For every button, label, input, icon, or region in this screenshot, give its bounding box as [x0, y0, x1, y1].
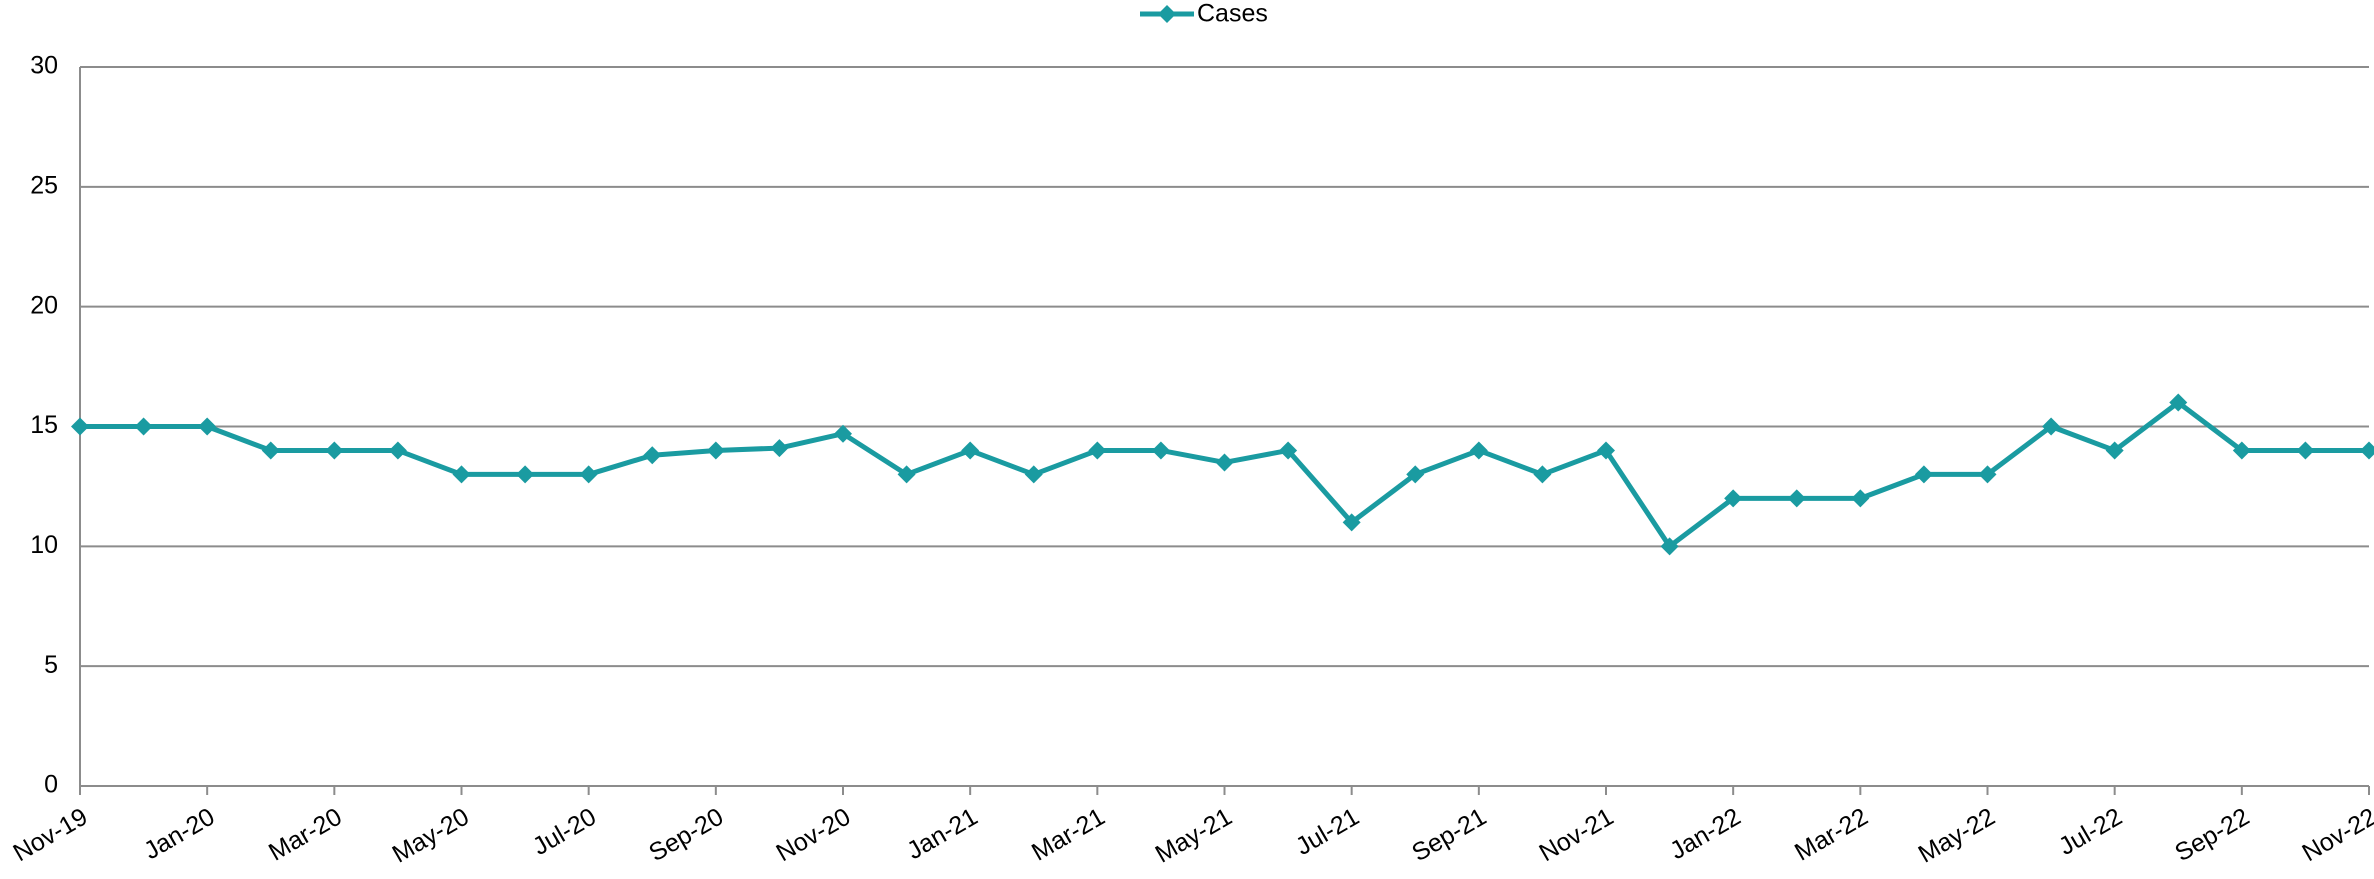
- marker: [198, 417, 217, 436]
- marker: [770, 439, 789, 458]
- marker: [834, 424, 852, 443]
- x-tick-label: Nov-19: [9, 803, 93, 868]
- legend-marker: [1158, 5, 1176, 23]
- marker: [643, 446, 662, 465]
- x-tick-label: Jan-21: [902, 803, 982, 865]
- marker: [134, 417, 153, 436]
- x-tick-label: Jul-20: [528, 803, 601, 861]
- x-tick-label: Jan-20: [139, 803, 219, 865]
- x-tick-label: Mar-21: [1027, 803, 1110, 867]
- marker: [388, 441, 407, 460]
- x-tick-label: Sep-22: [2170, 803, 2254, 868]
- marker: [1088, 441, 1107, 460]
- marker: [1342, 513, 1361, 532]
- marker: [1279, 441, 1298, 460]
- marker: [1851, 489, 1870, 508]
- x-tick-label: Nov-22: [2298, 803, 2374, 868]
- series-line: [80, 400, 2369, 549]
- marker: [2042, 417, 2061, 436]
- x-tick-label: May-22: [1914, 803, 2000, 869]
- x-tick-label: May-20: [388, 803, 474, 869]
- marker: [897, 465, 916, 484]
- marker: [516, 465, 535, 484]
- x-tick-label: Sep-21: [1407, 803, 1491, 868]
- marker: [2169, 393, 2188, 412]
- marker: [2296, 441, 2315, 460]
- marker: [1597, 441, 1615, 460]
- x-tick-label: Jul-21: [1291, 803, 1364, 861]
- x-tick-label: May-21: [1151, 803, 1237, 869]
- marker: [1978, 465, 1997, 484]
- marker: [325, 441, 344, 460]
- x-tick-label: Nov-20: [772, 803, 856, 868]
- marker: [706, 441, 725, 460]
- marker: [961, 441, 980, 460]
- x-tick-label: Nov-21: [1535, 803, 1619, 868]
- marker: [2105, 441, 2124, 460]
- marker: [1787, 489, 1806, 508]
- y-tick-label: 30: [30, 52, 58, 80]
- marker: [1024, 465, 1043, 484]
- marker: [1469, 441, 1488, 460]
- y-tick-label: 0: [44, 771, 58, 799]
- y-tick-label: 15: [30, 411, 58, 439]
- marker: [2232, 441, 2251, 460]
- marker: [1406, 465, 1425, 484]
- y-tick-label: 25: [30, 171, 58, 199]
- marker: [1914, 465, 1933, 484]
- marker: [452, 465, 471, 484]
- x-tick-label: Jan-22: [1665, 803, 1745, 865]
- y-tick-label: 10: [30, 531, 58, 559]
- legend-label: Cases: [1197, 0, 1268, 28]
- marker: [71, 417, 89, 436]
- marker: [2360, 441, 2374, 460]
- x-tick-label: Sep-20: [644, 803, 728, 868]
- marker: [1533, 465, 1552, 484]
- x-tick-label: Mar-22: [1790, 803, 1873, 867]
- marker: [261, 441, 280, 460]
- y-tick-label: 5: [44, 651, 58, 679]
- y-tick-label: 20: [30, 291, 58, 319]
- marker: [1660, 537, 1679, 556]
- marker: [1724, 489, 1743, 508]
- marker: [1215, 453, 1234, 472]
- x-tick-label: Jul-22: [2054, 803, 2127, 861]
- marker: [1151, 441, 1170, 460]
- marker: [579, 465, 598, 484]
- x-tick-label: Mar-20: [264, 803, 347, 867]
